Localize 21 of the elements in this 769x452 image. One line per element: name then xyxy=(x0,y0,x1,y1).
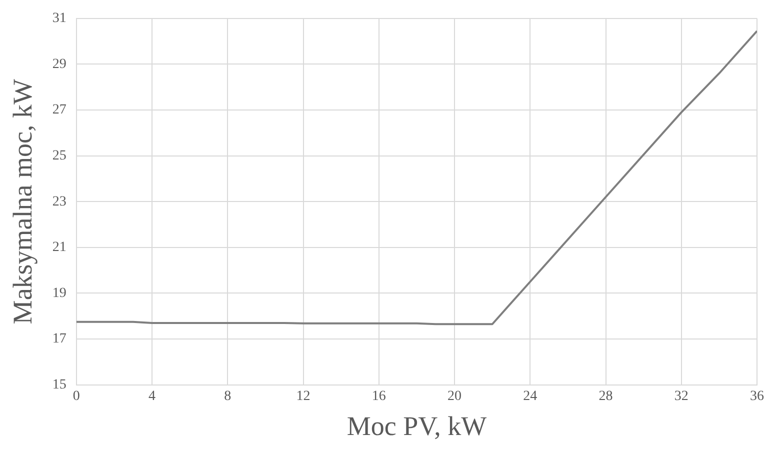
y-tick-label: 25 xyxy=(52,148,66,164)
y-tick-label: 15 xyxy=(52,377,66,392)
x-tick-label: 4 xyxy=(148,388,156,404)
x-tick-label: 20 xyxy=(448,388,462,404)
y-tick-label: 23 xyxy=(52,194,66,210)
y-tick-label: 27 xyxy=(52,102,66,118)
y-axis-title: Maksymalna moc, kW xyxy=(7,78,38,324)
x-tick-label: 36 xyxy=(750,388,764,404)
y-tick-label: 19 xyxy=(52,286,66,301)
y-tick-label: 21 xyxy=(52,240,66,256)
x-tick-label: 16 xyxy=(372,388,386,404)
x-tick-label: 24 xyxy=(523,388,538,404)
x-tick-label: 12 xyxy=(296,388,310,404)
y-tick-label: 17 xyxy=(52,332,66,347)
x-tick-label: 8 xyxy=(224,388,232,404)
y-tick-label: 31 xyxy=(52,11,66,26)
x-tick-label: 0 xyxy=(72,388,80,404)
x-tick-label: 32 xyxy=(674,388,688,404)
y-tick-label: 29 xyxy=(52,56,66,72)
x-tick-label: 28 xyxy=(598,388,613,404)
x-axis-title: Moc PV, kW xyxy=(346,410,488,441)
